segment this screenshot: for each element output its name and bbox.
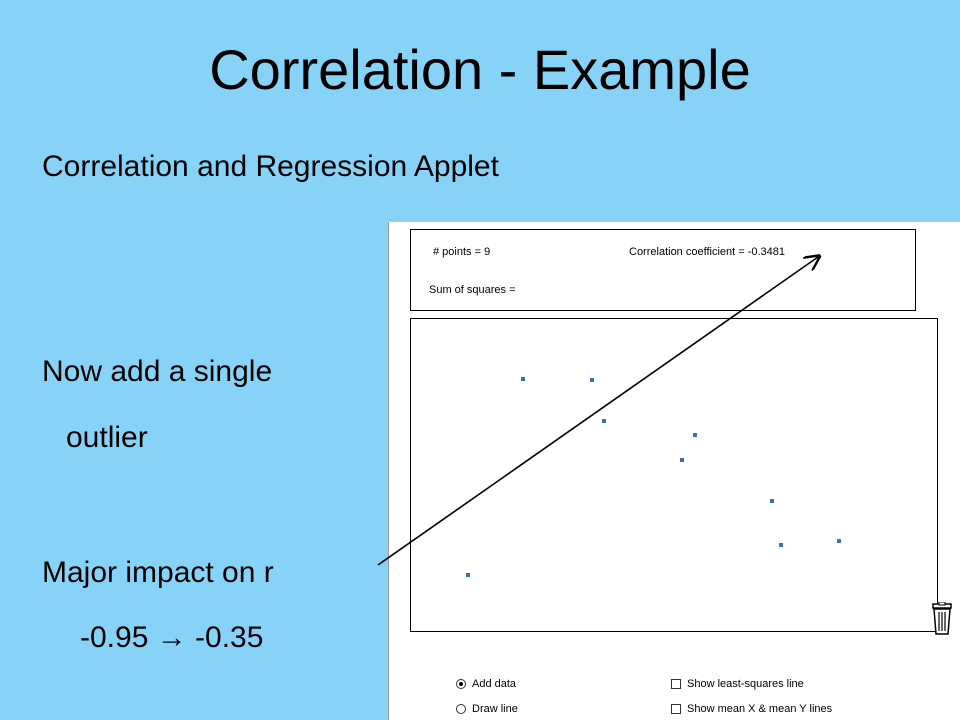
- checkbox-icon: [671, 679, 681, 689]
- bullet-line-4: -0.95 → -0.35: [80, 621, 264, 654]
- least-squares-checkbox[interactable]: Show least-squares line: [671, 678, 804, 690]
- applet-panel: # points = 9 Correlation coefficient = -…: [388, 222, 960, 720]
- data-point[interactable]: [680, 458, 684, 462]
- sum-of-squares: Sum of squares =: [429, 284, 516, 296]
- scatter-plot[interactable]: [411, 319, 937, 631]
- draw-line-label: Draw line: [472, 703, 518, 715]
- add-data-label: Add data: [472, 678, 517, 690]
- mean-lines-label: Show mean X & mean Y lines: [687, 703, 833, 715]
- mean-lines-checkbox[interactable]: Show mean X & mean Y lines: [671, 703, 832, 715]
- data-point[interactable]: [466, 573, 470, 577]
- data-point[interactable]: [590, 378, 594, 382]
- bullet-line-1: Now add a single: [42, 355, 273, 388]
- subtitle: Correlation and Regression Applet: [42, 150, 499, 183]
- bullet-line-3: Major impact on r: [42, 556, 274, 589]
- draw-line-radio[interactable]: Draw line: [456, 703, 518, 715]
- stats-box: # points = 9 Correlation coefficient = -…: [410, 229, 916, 311]
- data-point[interactable]: [693, 433, 697, 437]
- points-count: # points = 9: [433, 246, 491, 258]
- slide-title: Correlation - Example: [209, 38, 751, 101]
- scatter-plot-area[interactable]: [410, 318, 938, 632]
- add-data-radio[interactable]: Add data: [456, 678, 516, 690]
- radio-unselected-icon: [456, 704, 466, 714]
- data-point[interactable]: [837, 539, 841, 543]
- correlation-value: Correlation coefficient = -0.3481: [629, 246, 786, 258]
- data-point[interactable]: [770, 499, 774, 503]
- bullet-line-2: outlier: [66, 421, 148, 454]
- radio-selected-icon: [456, 679, 466, 689]
- data-point[interactable]: [602, 419, 606, 423]
- checkbox-icon: [671, 704, 681, 714]
- trash-icon[interactable]: [930, 601, 954, 636]
- least-squares-label: Show least-squares line: [687, 678, 804, 690]
- data-point[interactable]: [779, 543, 783, 547]
- data-point[interactable]: [521, 377, 525, 381]
